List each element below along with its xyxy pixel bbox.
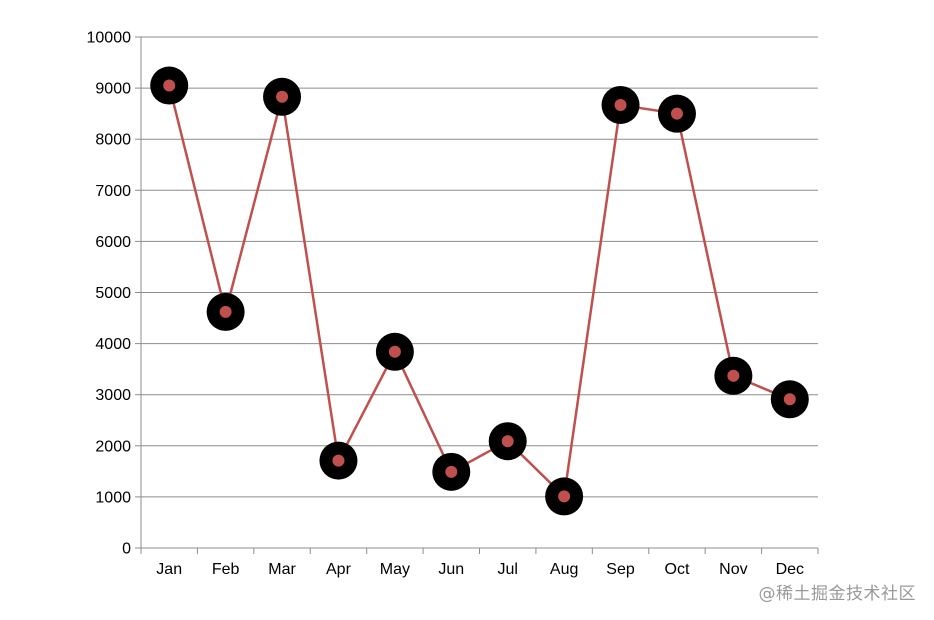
x-tick-labels: Jan Feb Mar Apr May Jun Jul Aug Sep Oct Nov Dec — [156, 561, 804, 578]
x-tick-label: May — [380, 561, 410, 578]
y-tick-label: 1000 — [95, 489, 131, 506]
data-point — [714, 356, 753, 395]
data-point-inner — [332, 454, 345, 467]
data-point-inner — [783, 393, 796, 406]
watermark-text: @稀土掘金技术社区 — [758, 584, 916, 604]
y-tick-label: 0 — [122, 541, 131, 558]
series-line-group — [167, 85, 791, 498]
y-tick-label: 3000 — [95, 387, 131, 404]
data-point-inner — [445, 465, 458, 478]
data-point — [432, 452, 471, 491]
data-point — [206, 292, 245, 331]
x-tick-label: Aug — [550, 561, 578, 578]
data-point — [488, 422, 527, 461]
series-line — [167, 85, 791, 498]
y-tick-label: 5000 — [95, 285, 131, 302]
data-point — [263, 77, 302, 116]
gridlines — [141, 36, 818, 498]
data-point-inner — [727, 369, 740, 382]
data-point — [150, 66, 189, 105]
x-tick-label: Feb — [212, 561, 240, 578]
data-point — [770, 380, 809, 419]
data-point-inner — [558, 490, 571, 503]
y-tick-label: 2000 — [95, 438, 131, 455]
data-points — [150, 66, 809, 516]
data-point — [657, 94, 696, 133]
data-point-inner — [276, 90, 289, 103]
y-tick-label: 10000 — [87, 30, 132, 47]
y-tick-label: 4000 — [95, 336, 131, 353]
x-tick-label: Nov — [719, 561, 747, 578]
data-point-inner — [163, 79, 176, 92]
x-tick-label: Oct — [665, 561, 690, 578]
x-tick-label: Jan — [156, 561, 182, 578]
data-point — [545, 477, 584, 516]
data-point-inner — [670, 107, 683, 120]
x-tick-label: Sep — [606, 561, 635, 578]
data-point-inner — [219, 305, 232, 318]
y-tick-label: 8000 — [95, 132, 131, 149]
data-point-inner — [614, 98, 627, 111]
data-point — [601, 85, 640, 124]
y-tick-labels: 0 1000 2000 3000 4000 5000 6000 7000 8000 9000 100… — [87, 30, 132, 558]
y-tick-label: 7000 — [95, 183, 131, 200]
y-tick-label: 6000 — [95, 234, 131, 251]
axes — [135, 36, 819, 554]
x-tick-label: Dec — [776, 561, 804, 578]
data-point — [319, 441, 358, 480]
x-tick-label: Apr — [326, 561, 352, 578]
data-point-inner — [501, 435, 514, 448]
y-tick-label: 9000 — [95, 81, 131, 98]
x-tick-label: Jun — [438, 561, 464, 578]
data-point-inner — [388, 345, 401, 358]
x-tick-label: Mar — [268, 561, 296, 578]
data-point — [375, 332, 414, 371]
x-tick-label: Jul — [497, 561, 517, 578]
